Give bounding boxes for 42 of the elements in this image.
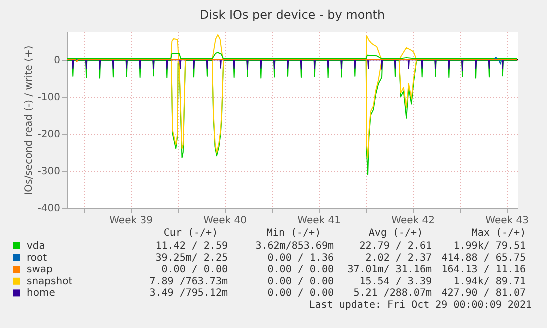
text: 37.01m/ 31.16m [348, 264, 432, 276]
text: 0.00 / 0.00 [162, 264, 228, 276]
text: 1.99k/ 79.51 [454, 241, 526, 252]
text: 0.00 / 0.00 [268, 288, 334, 300]
y-tick-label: -200 [38, 129, 60, 140]
text: 15.54 / 3.39 [360, 276, 432, 288]
x-tick-label: Week 39 [110, 216, 153, 226]
legend-label: vda [27, 241, 46, 252]
text: 0.00 / 0.00 [268, 264, 334, 276]
text: 2.02 / 2.37 [366, 252, 432, 264]
y-tick-label: -300 [38, 166, 60, 178]
x-tick-label: Week 43 [486, 216, 529, 226]
text: 7.89 /763.73m [150, 276, 228, 288]
chart-title: Disk IOs per device - by month [200, 8, 386, 22]
y-tick-label: -400 [38, 204, 60, 214]
text: 39.25m/ 2.25 [156, 252, 228, 264]
text: 11.42 / 2.59 [156, 241, 228, 252]
x-tick-label: Week 42 [392, 216, 435, 226]
legend-label: snapshot [27, 276, 73, 288]
text: Max (-/+) [472, 228, 526, 239]
text: 3.49 /795.12m [150, 288, 228, 300]
text: 0.00 / 1.36 [268, 252, 334, 264]
text: 164.13 / 11.16 [442, 264, 526, 276]
text: Cur (-/+) [164, 228, 218, 239]
y-axis-title: IOs/second read (-) / write (+) [24, 46, 35, 196]
text: 427.90 / 81.07 [442, 288, 526, 300]
legend-label: root [27, 252, 48, 264]
text: 3.62m/853.69m [256, 241, 334, 252]
text: 0.00 / 0.00 [268, 276, 334, 288]
legend-label: swap [27, 264, 53, 276]
x-tick-label: Week 41 [298, 216, 341, 226]
text: Last update: Fri Oct 29 00:00:09 2021 [309, 300, 532, 311]
text: 22.79 / 2.61 [360, 241, 432, 252]
text: Min (-/+) [266, 228, 322, 239]
text: Avg (-/+) [368, 228, 424, 239]
legend-label: home [27, 288, 56, 300]
text: 414.88 / 65.75 [442, 252, 526, 264]
y-tick-label: 0 [54, 55, 60, 66]
y-tick-label: -100 [38, 92, 60, 104]
x-tick-label: Week 40 [204, 216, 247, 226]
text: 1.94k/ 89.71 [454, 276, 526, 288]
text: 5.21 /288.07m [354, 288, 432, 300]
